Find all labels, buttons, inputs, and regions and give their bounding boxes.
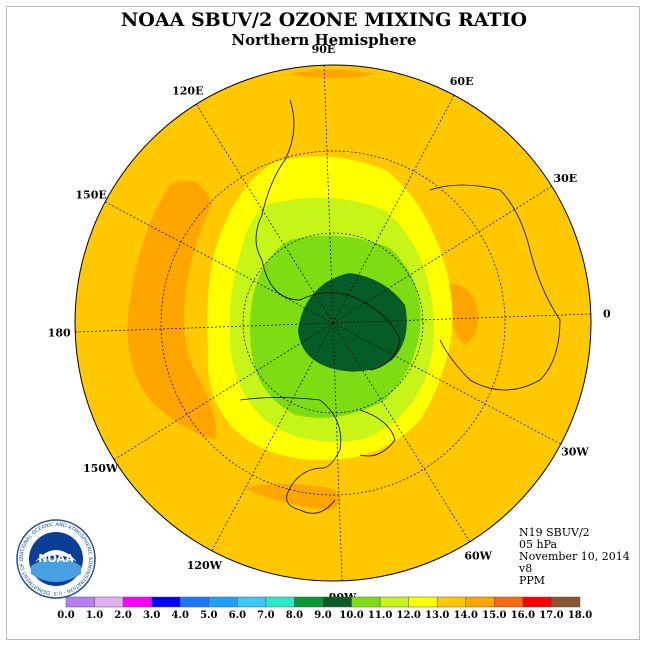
colorbar-tick-label: 16.0: [511, 610, 535, 621]
colorbar-tick-label: 14.0: [454, 610, 478, 621]
colorbar-swatch: [122, 596, 152, 608]
coastline-arctic: [299, 292, 401, 371]
colorbar-swatch: [408, 596, 438, 608]
colorbar-swatch: [208, 596, 238, 608]
colorbar-tick-label: 0.0: [57, 610, 74, 621]
colorbar-swatch: [151, 596, 181, 608]
logo-center-text: NOAA: [38, 552, 74, 565]
longitude-label: 150W: [83, 462, 119, 475]
colorbar-swatch: [522, 596, 552, 608]
colorbar-swatch: [294, 596, 324, 608]
colorbar-tick-label: 2.0: [114, 610, 131, 621]
meridian-line: [114, 322, 334, 461]
longitude-label: 30E: [554, 172, 578, 185]
meridian-line: [75, 322, 334, 333]
latitude-circle-60: [242, 232, 424, 414]
longitude-label: 60W: [464, 549, 492, 562]
figure-frame: [6, 6, 640, 640]
longitude-label: 0: [603, 307, 611, 320]
coastline-east-asia: [255, 99, 301, 301]
coastline-greenland: [359, 409, 396, 457]
meridian-line: [323, 65, 334, 324]
longitude-label: 120E: [172, 85, 203, 98]
colorbar-swatch: [265, 596, 295, 608]
coastline-north-america: [239, 397, 342, 514]
version-label: v8: [519, 562, 533, 575]
colorbar-swatch: [94, 596, 124, 608]
colorbar-tick-label: 4.0: [172, 610, 189, 621]
longitude-label: 180: [48, 327, 71, 340]
meridians: [75, 65, 591, 581]
pressure-level-label: 05 hPa: [519, 538, 558, 551]
ozone-core-9-10: [298, 273, 407, 372]
date-label: November 10, 2014: [519, 550, 630, 563]
colorbar-swatch: [351, 596, 381, 608]
noaa-logo: NATIONAL OCEANIC AND ATMOSPHERIC ADMINIS…: [15, 518, 96, 599]
meridian-line: [211, 322, 334, 551]
colorbar-tick-label: 17.0: [539, 610, 563, 621]
colorbar-tick-label: 8.0: [286, 610, 303, 621]
colorbar-tick-label: 3.0: [143, 610, 160, 621]
longitude-label: 120W: [187, 559, 223, 572]
map-boundary: [74, 64, 592, 582]
longitude-label: 90E: [312, 43, 336, 56]
colorbar-swatch: [179, 596, 210, 608]
colorbar-tick-label: 12.0: [396, 610, 420, 621]
colorbar-swatch: [494, 596, 524, 608]
meridian-line: [332, 322, 343, 581]
longitude-label: 150E: [75, 188, 106, 201]
colorbar: 0.0 1.0 2.0 3.0 4.0 5.0 6.0 7.0 8.0 9.0 10.0 11.0 12…: [57, 596, 592, 621]
units-label: PPM: [519, 574, 546, 587]
info-block: N19 SBUV/2 05 hPa November 10, 2014 v8 P…: [519, 527, 630, 587]
colorbar-tick-label: 10.0: [339, 610, 363, 621]
meridian-line: [332, 322, 561, 445]
map-subtitle: Northern Hemisphere: [231, 31, 417, 49]
meridian-line: [332, 322, 471, 542]
longitude-label: 60E: [450, 75, 474, 88]
colorbar-tick-label: 13.0: [425, 610, 449, 621]
coastline-europe-africa: [429, 184, 561, 391]
colorbar-swatch: [436, 596, 467, 608]
ozone-band-14-15-south: [245, 484, 340, 510]
meridian-line: [332, 313, 591, 324]
meridian-line: [332, 95, 455, 324]
colorbar-swatch: [551, 596, 581, 608]
meridian-line: [332, 185, 552, 324]
ozone-band-14-15-north: [290, 69, 375, 78]
colorbar-tick-label: 11.0: [368, 610, 392, 621]
colorbar-swatch: [379, 596, 409, 608]
colorbar-tick-label: 9.0: [314, 610, 331, 621]
longitude-label: 30W: [561, 446, 589, 459]
latitude-circle-30: [160, 150, 506, 496]
coastlines: [239, 99, 561, 514]
colorbar-tick-label: 6.0: [229, 610, 246, 621]
colorbar-swatch: [237, 596, 267, 608]
graticule: [160, 150, 506, 496]
ozone-band-14-15-west: [127, 180, 216, 440]
ozone-band-14-15-east: [445, 284, 479, 345]
colorbar-tick-label: 7.0: [257, 610, 274, 621]
meridian-line: [195, 104, 334, 324]
colorbar-tick-label: 5.0: [200, 610, 217, 621]
map-title: NOAA SBUV/2 OZONE MIXING RATIO: [120, 9, 528, 31]
satellite-label: N19 SBUV/2: [519, 526, 590, 539]
meridian-line: [105, 201, 334, 324]
colorbar-swatch: [465, 596, 495, 608]
colorbar-tick-label: 18.0: [568, 610, 592, 621]
colorbar-tick-label: 15.0: [482, 610, 506, 621]
colorbar-swatch: [322, 596, 352, 608]
colorbar-tick-label: 1.0: [86, 610, 103, 621]
